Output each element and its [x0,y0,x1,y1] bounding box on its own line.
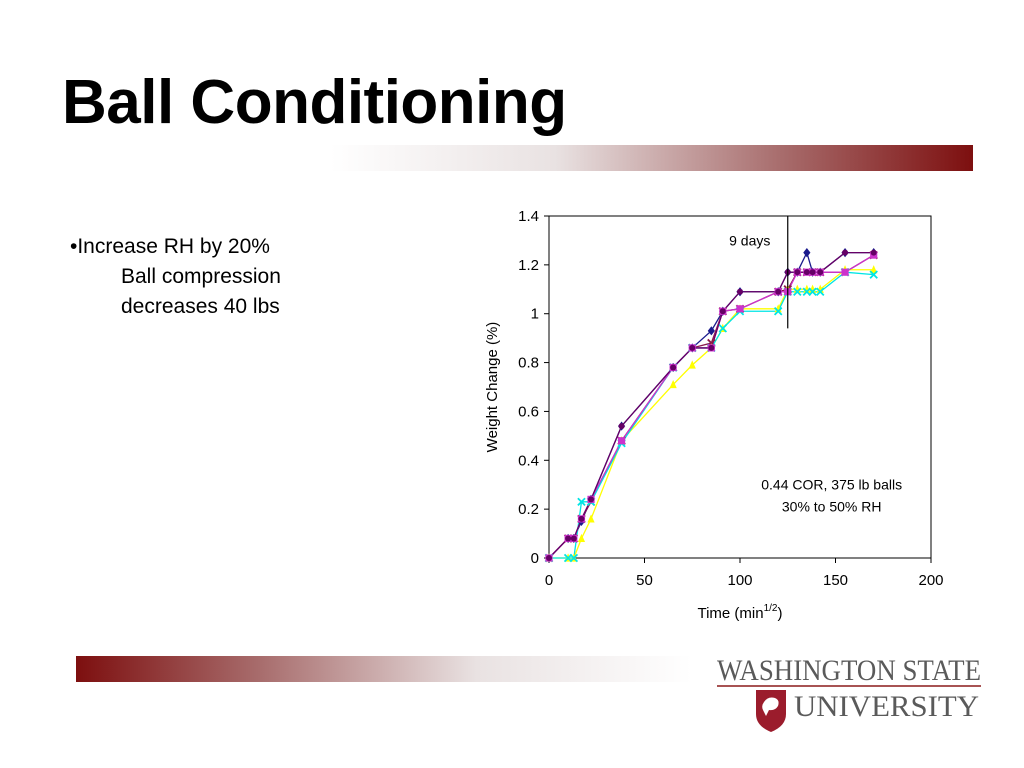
annotation-ball-spec: 0.44 COR, 375 lb balls [761,477,902,493]
data-point [737,288,743,295]
y-tick-label: 0.6 [518,403,539,420]
y-tick-label: 0.2 [518,501,539,518]
x-tick-label: 150 [823,572,848,589]
slide-title: Ball Conditioning [62,68,567,137]
y-tick-label: 1 [531,306,539,323]
data-point [793,287,802,296]
y-axis-label: Weight Change (%) [484,322,501,453]
x-axis-label-superscript: 1/2 [764,603,778,614]
bullet-line-3: decreases 40 lbs [121,295,280,318]
y-tick-label: 1.4 [518,208,539,225]
data-point [708,344,715,351]
y-tick-label: 1.2 [518,257,539,274]
logo-line-2: UNIVERSITY [794,690,979,723]
data-point [670,364,677,371]
data-point [841,268,849,276]
data-point [569,553,579,563]
bullet-point: •Increase RH by 20% Ball compression dec… [70,232,340,322]
data-point [570,535,577,542]
data-point [578,515,585,522]
x-tick-label: 50 [636,572,653,589]
data-point [736,305,744,313]
bullet-line-2: Ball compression [121,265,281,288]
data-point [688,360,696,369]
data-point [803,248,811,258]
data-point [618,423,625,430]
data-point [577,533,586,543]
x-axis-label-close: ) [778,605,783,622]
data-point [773,307,783,316]
data-point [809,269,816,276]
title-gradient-bar [330,145,973,171]
x-tick-label: 200 [918,572,943,589]
annotation-rh-range: 30% to 50% RH [782,499,882,515]
cougar-shield-icon [756,690,786,732]
data-point [588,496,595,503]
data-point [546,555,552,561]
series-markers [544,248,878,563]
data-point [775,288,782,295]
data-point [803,269,810,276]
annotation-nine-days: 9 days [729,232,770,248]
bullet-line-1: •Increase RH by 20% [70,235,270,258]
data-point [794,269,801,276]
data-point [617,437,626,445]
series-line-3 [549,269,874,559]
x-tick-label: 0 [545,572,553,589]
wsu-logo: WASHINGTON STATE UNIVERSITY [717,654,981,732]
data-point [565,535,572,542]
footer-gradient-bar [76,656,692,682]
data-point [719,308,726,315]
y-tick-label: 0 [531,550,539,567]
y-tick-label: 0.8 [518,355,539,372]
x-axis-label: Time (min1/2) [697,603,782,622]
data-point [817,269,824,276]
x-axis-label-main: Time (min [697,605,763,622]
data-point [808,287,817,296]
data-point [869,270,878,279]
chart-axes: 0 0.2 0.4 0.6 0.8 1 1.2 1.4 0 50 100 150 200 [518,208,943,589]
data-point [587,514,595,523]
data-point [689,344,696,351]
data-point [577,497,586,507]
data-point [815,287,825,296]
data-point [870,249,877,256]
y-tick-label: 0.4 [518,452,539,469]
series-line-4 [549,271,874,559]
data-point [718,324,728,333]
data-point [870,265,878,274]
data-point [842,249,849,256]
x-tick-label: 100 [727,572,752,589]
weight-change-chart: 00.20.40.60.811.21.40 50 100 150 200 9 days … [484,208,944,622]
logo-line-1: WASHINGTON STATE [717,654,981,687]
data-point [669,379,677,389]
